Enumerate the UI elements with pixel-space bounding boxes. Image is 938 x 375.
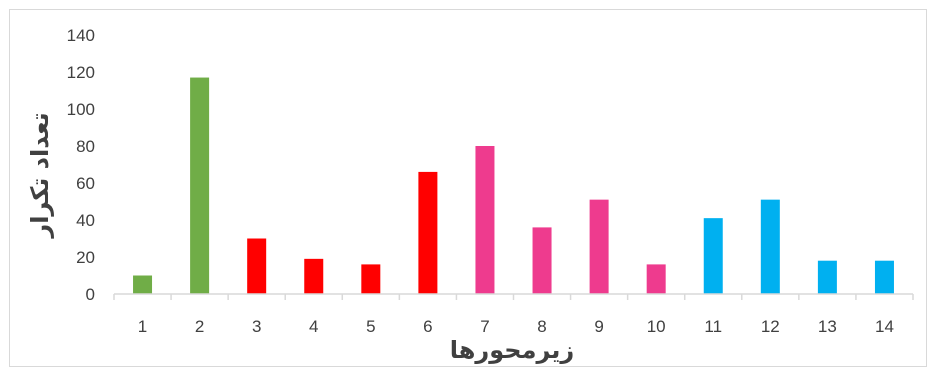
x-tick-label: 3 <box>252 317 261 336</box>
y-tick-label: 60 <box>76 174 95 193</box>
bar <box>304 258 324 294</box>
bar <box>646 264 666 294</box>
x-tick-label: 6 <box>423 317 432 336</box>
y-tick-label: 140 <box>67 26 95 45</box>
y-tick-label: 40 <box>76 211 95 230</box>
x-tick-label: 14 <box>875 317 894 336</box>
bar <box>703 218 723 294</box>
x-tick-label: 12 <box>761 317 780 336</box>
x-axis-title: زیرمحورها <box>450 336 574 364</box>
y-tick-label: 0 <box>86 285 95 304</box>
bar <box>589 199 609 294</box>
y-tick-label: 100 <box>67 100 95 119</box>
bar <box>133 275 153 294</box>
bars <box>133 77 894 294</box>
bar <box>418 171 438 294</box>
x-tick-label: 13 <box>818 317 837 336</box>
x-axis <box>113 293 914 300</box>
x-tick-label: 9 <box>594 317 603 336</box>
x-tick-label: 4 <box>309 317 318 336</box>
y-tick-label: 20 <box>76 248 95 267</box>
x-tick-label: 8 <box>537 317 546 336</box>
y-tick-label: 80 <box>76 137 95 156</box>
bar <box>247 238 267 294</box>
y-tick-label: 120 <box>67 63 95 82</box>
x-tick-label: 7 <box>480 317 489 336</box>
bar <box>874 260 894 294</box>
bar <box>475 146 495 294</box>
bar <box>361 264 381 294</box>
x-tick-label: 2 <box>195 317 204 336</box>
x-axis-ticks: 1 2 3 4 5 6 7 8 9 10 11 12 13 14 <box>138 317 894 336</box>
x-tick-label: 11 <box>704 317 722 336</box>
bar <box>190 77 210 294</box>
x-tick-label: 10 <box>647 317 666 336</box>
bar <box>532 227 552 294</box>
x-tick-label: 5 <box>366 317 375 336</box>
x-tick-label: 1 <box>138 317 147 336</box>
bar <box>760 199 780 294</box>
chart-frame <box>9 9 927 367</box>
y-axis-title: تعداد تکرار <box>26 112 54 238</box>
bar <box>817 260 837 294</box>
y-axis-ticks: 0 20 40 60 80 100 120 140 <box>67 26 95 304</box>
